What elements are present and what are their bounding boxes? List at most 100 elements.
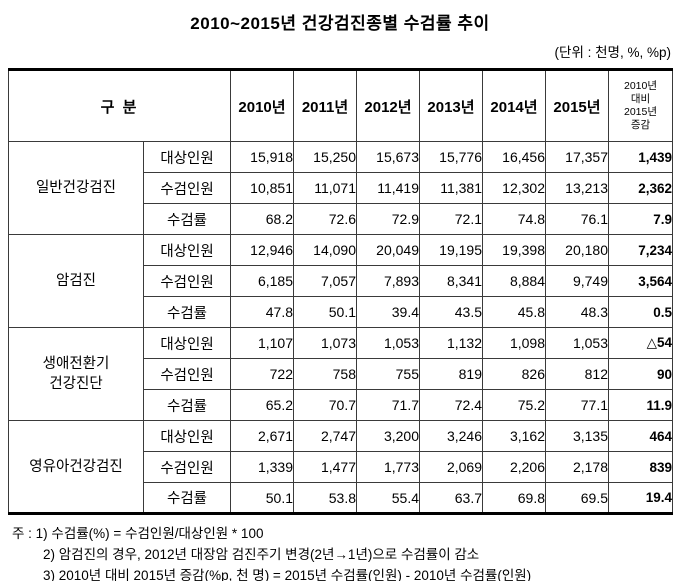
change-value-cell: 11.9 [608, 389, 673, 421]
value-cell: 722 [230, 358, 294, 390]
value-cell: 15,776 [419, 141, 483, 173]
value-cell: 14,090 [293, 234, 357, 266]
footnote-line: 주 : 1) 수검률(%) = 수검인원/대상인원 * 100 [12, 526, 264, 541]
value-cell: 13,213 [545, 172, 609, 204]
value-cell: 50.1 [230, 482, 294, 514]
change-value-cell: 90 [608, 358, 673, 390]
table-row: 생애전환기 건강진단 대상인원 1,107 1,073 1,053 1,132 … [8, 327, 673, 421]
value-cell: 1,053 [356, 327, 420, 359]
value-cell: 11,419 [356, 172, 420, 204]
metric-label-cell: 대상인원 [143, 234, 231, 266]
table-row: 수검률 47.8 50.1 39.4 43.5 45.8 48.3 0.5 [9, 296, 673, 328]
value-cell: 71.7 [356, 389, 420, 421]
metric-label-cell: 대상인원 [143, 327, 231, 359]
change-value-cell: 839 [608, 451, 673, 483]
value-cell: 2,069 [419, 451, 483, 483]
metric-label-cell: 대상인원 [143, 420, 231, 452]
value-cell: 11,071 [293, 172, 357, 204]
value-cell: 3,246 [419, 420, 483, 452]
change-value-cell: 7.9 [608, 203, 673, 235]
table-row: 수검률 68.2 72.6 72.9 72.1 74.8 76.1 7.9 [9, 203, 673, 235]
value-cell: 20,049 [356, 234, 420, 266]
value-cell: 53.8 [293, 482, 357, 514]
value-cell: 74.8 [482, 203, 546, 235]
value-cell: 39.4 [356, 296, 420, 328]
value-cell: 9,749 [545, 265, 609, 297]
health-exam-table: 구 분 2010년 2011년 2012년 2013년 2014년 2015년 … [8, 68, 673, 515]
value-cell: 1,773 [356, 451, 420, 483]
value-cell: 55.4 [356, 482, 420, 514]
value-cell: 65.2 [230, 389, 294, 421]
value-cell: 2,747 [293, 420, 357, 452]
value-cell: 12,946 [230, 234, 294, 266]
metric-label-cell: 수검인원 [143, 451, 231, 483]
value-cell: 69.8 [482, 482, 546, 514]
value-cell: 3,200 [356, 420, 420, 452]
value-cell: 826 [482, 358, 546, 390]
change-value-cell: 0.5 [608, 296, 673, 328]
value-cell: 72.6 [293, 203, 357, 235]
value-cell: 48.3 [545, 296, 609, 328]
footnotes: 주 : 1) 수검률(%) = 수검인원/대상인원 * 100 2) 암검진의 … [0, 515, 680, 581]
value-cell: 3,135 [545, 420, 609, 452]
metric-label-cell: 수검률 [143, 203, 231, 235]
column-header-year-2015: 2015년 [545, 69, 609, 142]
metric-label-cell: 수검인원 [143, 358, 231, 390]
table-row: 수검률 65.2 70.7 71.7 72.4 75.2 77.1 11.9 [9, 389, 673, 421]
value-cell: 1,053 [545, 327, 609, 359]
value-cell: 50.1 [293, 296, 357, 328]
change-value-cell: 464 [608, 420, 673, 452]
value-cell: 812 [545, 358, 609, 390]
value-cell: 76.1 [545, 203, 609, 235]
category-cell: 암검진 [8, 234, 144, 328]
value-cell: 20,180 [545, 234, 609, 266]
value-cell: 17,357 [545, 141, 609, 173]
value-cell: 2,178 [545, 451, 609, 483]
value-cell: 75.2 [482, 389, 546, 421]
metric-label-cell: 수검인원 [143, 265, 231, 297]
value-cell: 45.8 [482, 296, 546, 328]
value-cell: 1,107 [230, 327, 294, 359]
table-row: 일반건강검진 대상인원 15,918 15,250 15,673 15,776 … [8, 141, 673, 235]
metric-label-cell: 수검률 [143, 389, 231, 421]
value-cell: 19,195 [419, 234, 483, 266]
metric-label-cell: 대상인원 [143, 141, 231, 173]
value-cell: 43.5 [419, 296, 483, 328]
table-row: 암검진 대상인원 12,946 14,090 20,049 19,195 19,… [8, 234, 673, 328]
table-row: 수검률 50.1 53.8 55.4 63.7 69.8 69.5 19.4 [9, 482, 673, 514]
change-value-cell: 2,362 [608, 172, 673, 204]
value-cell: 63.7 [419, 482, 483, 514]
footnote-line: 2) 암검진의 경우, 2012년 대장암 검진주기 변경(2년→1년)으로 수… [43, 547, 480, 562]
value-cell: 12,302 [482, 172, 546, 204]
metric-label-cell: 수검률 [143, 296, 231, 328]
value-cell: 1,477 [293, 451, 357, 483]
value-cell: 8,341 [419, 265, 483, 297]
value-cell: 11,381 [419, 172, 483, 204]
value-cell: 72.1 [419, 203, 483, 235]
value-cell: 6,185 [230, 265, 294, 297]
metric-label-cell: 수검인원 [143, 172, 231, 204]
value-cell: 68.2 [230, 203, 294, 235]
value-cell: 72.4 [419, 389, 483, 421]
page-title: 2010~2015년 건강검진종별 수검률 추이 [190, 14, 490, 33]
unit-note: (단위 : 천명, %, %p) [554, 45, 671, 60]
value-cell: 1,073 [293, 327, 357, 359]
value-cell: 3,162 [482, 420, 546, 452]
table-row: 수검인원 10,851 11,071 11,419 11,381 12,302 … [9, 172, 673, 204]
value-cell: 77.1 [545, 389, 609, 421]
value-cell: 15,250 [293, 141, 357, 173]
table-row: 영유아건강검진 대상인원 2,671 2,747 3,200 3,246 3,1… [8, 420, 673, 514]
value-cell: 819 [419, 358, 483, 390]
value-cell: 755 [356, 358, 420, 390]
value-cell: 72.9 [356, 203, 420, 235]
value-cell: 10,851 [230, 172, 294, 204]
column-header-year-2012: 2012년 [356, 69, 420, 142]
table-header-row: 구 분 2010년 2011년 2012년 2013년 2014년 2015년 … [8, 69, 673, 142]
value-cell: 47.8 [230, 296, 294, 328]
value-cell: 8,884 [482, 265, 546, 297]
value-cell: 758 [293, 358, 357, 390]
table-row: 수검인원 6,185 7,057 7,893 8,341 8,884 9,749… [9, 265, 673, 297]
value-cell: 1,098 [482, 327, 546, 359]
change-value-cell: 1,439 [608, 141, 673, 173]
column-header-year-2014: 2014년 [482, 69, 546, 142]
